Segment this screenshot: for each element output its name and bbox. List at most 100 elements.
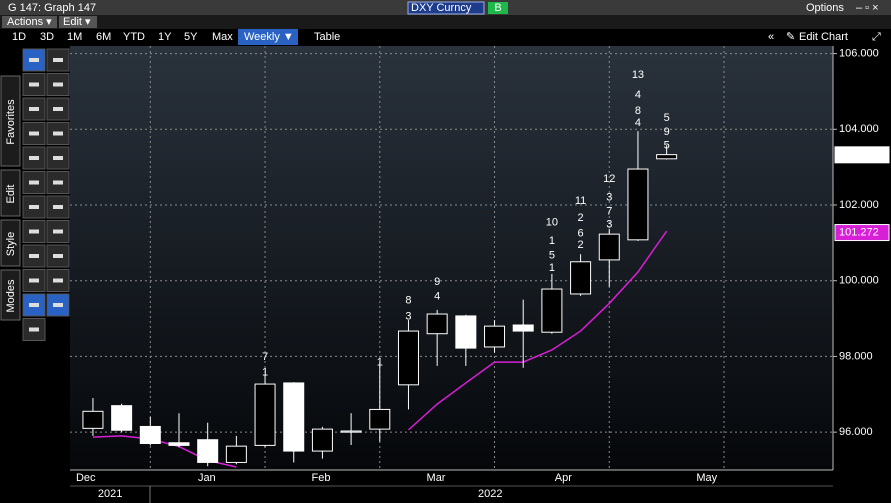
tools [22, 48, 70, 341]
ma-last: 101.272 [839, 226, 879, 238]
annotation: 3 [606, 219, 612, 231]
expand[interactable]: ⤢ [872, 31, 881, 43]
ticker-badge-box[interactable] [488, 2, 508, 14]
period-button[interactable] [238, 29, 298, 45]
tool-icon [29, 131, 39, 136]
annotation: 3 [606, 191, 612, 203]
tabs: Favorites Edit Style Modes [0, 75, 21, 321]
tool-icon [53, 303, 63, 307]
range-button[interactable]: 5Y [184, 31, 198, 43]
annotation: 1 [549, 262, 555, 274]
y-tick-label: 100.000 [839, 275, 879, 287]
menu-box[interactable] [2, 16, 57, 28]
range-button[interactable]: 1M [67, 31, 82, 43]
candle-body [570, 261, 592, 295]
candle-body [397, 330, 419, 386]
annotation: 9 [434, 276, 440, 288]
tool-icon [53, 229, 63, 234]
annotation: 2 [578, 239, 584, 251]
tab-label: Favorites [5, 99, 17, 145]
tool-icon [53, 131, 63, 136]
candle-body [512, 324, 534, 332]
y-tick-label: 96.000 [839, 426, 873, 438]
range-button[interactable]: YTD [123, 31, 145, 43]
range-button[interactable]: 1D [12, 31, 26, 43]
y-tick-label: 104.000 [839, 123, 879, 135]
annotation: 5 [664, 139, 670, 151]
annotation: 1 [377, 356, 383, 368]
x-tick-label: Apr [555, 472, 572, 484]
year-label: 2022 [478, 488, 502, 500]
range-button[interactable]: Max [212, 31, 233, 43]
edit-chart[interactable]: Edit Chart [799, 31, 848, 43]
candle-body [197, 439, 219, 463]
tab-label: Edit [5, 185, 17, 204]
annotation: 11 [575, 195, 586, 207]
range-button[interactable]: 1Y [158, 31, 172, 43]
window-title: G 147: Graph 147 [8, 2, 96, 14]
tool-icon [29, 229, 39, 234]
range-bar [0, 29, 891, 46]
annotation: 4 [434, 291, 440, 303]
candle-body [656, 154, 678, 160]
range-button[interactable]: 6M [96, 31, 111, 43]
tab[interactable] [0, 169, 21, 217]
annotation: 5 [549, 249, 555, 261]
tool-icon [53, 254, 63, 258]
menu-box[interactable] [59, 16, 97, 28]
tab-label: Modes [5, 279, 17, 313]
tool-icon [29, 278, 39, 283]
tool-icon [53, 180, 63, 185]
tab[interactable] [0, 219, 21, 267]
y-tick-label: 102.000 [839, 199, 879, 211]
candle-body [225, 445, 247, 463]
tool-icon [53, 278, 63, 283]
annotation: 4 [635, 89, 641, 101]
annotation: 7 [262, 351, 268, 363]
window-controls[interactable]: – ▫ × [856, 2, 879, 14]
candle-body [311, 428, 333, 452]
annotation: 9 [664, 126, 670, 138]
tool-icon [53, 156, 63, 160]
tab-label: Style [5, 232, 17, 256]
tab[interactable] [0, 269, 21, 321]
tool-icon [29, 303, 39, 307]
annotation: 12 [603, 173, 615, 185]
ticker-field[interactable] [407, 1, 485, 15]
tool-icon [29, 254, 39, 258]
candle-body [627, 168, 649, 241]
candle-body [139, 425, 161, 445]
tool-icon [29, 327, 39, 332]
period[interactable]: Weekly ▼ [244, 31, 294, 43]
annotation: 5 [664, 112, 670, 124]
ma-last-box [834, 224, 890, 242]
tool-icon [53, 82, 63, 87]
collapse[interactable]: « [768, 31, 774, 43]
menu-bar [0, 15, 891, 29]
annotation: 1 [549, 235, 555, 247]
edit-chart[interactable]: ✎ [786, 31, 795, 43]
menu-item[interactable]: Edit ▾ [63, 16, 91, 28]
annotation: 3 [405, 311, 411, 323]
x-tick-label: Jan [198, 472, 216, 484]
menu-item[interactable]: Actions ▾ [7, 16, 52, 28]
candle-body [254, 383, 276, 446]
tool-icon [53, 58, 63, 62]
annotation: 8 [405, 294, 411, 306]
plot: 96.000 98.000 100.000 102.000 104.000 106.000… [70, 46, 890, 500]
range-button[interactable]: 3D [40, 31, 54, 43]
tool-icon [29, 82, 39, 87]
year-label: 2021 [98, 488, 122, 500]
tool-icon [29, 156, 39, 160]
candle-body [541, 288, 563, 333]
tab[interactable] [0, 75, 21, 167]
candle-body [484, 325, 506, 348]
ticker-badge: B [494, 2, 501, 14]
table-button[interactable]: Table [314, 31, 340, 43]
annotation: 1 [262, 367, 268, 379]
tool-icon [29, 107, 39, 111]
annotation: 6 [578, 227, 584, 239]
x-tick-label: Feb [312, 472, 331, 484]
options[interactable]: Options [806, 2, 844, 14]
